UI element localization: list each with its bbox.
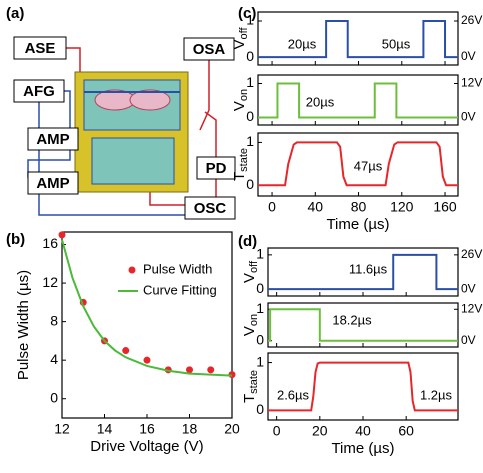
x-tick-label: 18 — [182, 421, 198, 437]
y-axis-label-sub: state — [248, 370, 260, 394]
trace — [258, 84, 458, 118]
y2-tick-label: 12V — [461, 76, 482, 90]
annotation: 20µs — [306, 94, 335, 109]
x-tick-label: 0 — [273, 423, 281, 439]
box-label: AMP — [36, 175, 69, 192]
annotation: 50µs — [382, 36, 411, 51]
y-tick-label: 12 — [42, 274, 58, 290]
y2-tick-label: 26V — [461, 247, 482, 261]
panel-a: (a) ASE AFG AMP AM — [6, 5, 235, 219]
data-point — [186, 366, 193, 373]
x-tick-label: 160 — [433, 199, 457, 215]
x-tick-label: 12 — [54, 421, 70, 437]
box-label: AMP — [36, 131, 69, 148]
data-point — [144, 357, 151, 364]
x-tick-label: 40 — [355, 423, 371, 439]
box-label: OSA — [193, 41, 226, 58]
y-tick-label: 1 — [246, 133, 254, 149]
box-label: ASE — [25, 40, 56, 57]
panel-label: (c) — [238, 5, 256, 22]
legend-label: Pulse Width — [143, 261, 212, 276]
x-axis-label: Time (µs) — [326, 216, 389, 233]
y-tick-label: 1 — [256, 246, 264, 262]
legend-label: Curve Fitting — [143, 282, 217, 297]
chip — [75, 72, 188, 192]
y-tick-label: 1 — [256, 353, 264, 369]
x-tick-label: 14 — [97, 421, 113, 437]
y-axis-label: Tstate — [241, 370, 260, 403]
legend-marker — [129, 267, 136, 274]
trace — [62, 240, 232, 376]
annotation: 47µs — [354, 158, 383, 173]
annotation: 18.2µs — [332, 312, 372, 327]
annotation: 1.2µs — [420, 387, 453, 402]
y-axis-label-main: V — [241, 273, 258, 283]
y-axis-label: Voff — [241, 260, 260, 283]
y-tick-label: 8 — [50, 312, 58, 328]
y-axis-label-sub: on — [238, 89, 250, 101]
box-label: AFG — [23, 83, 55, 100]
panel-label: (b) — [6, 231, 25, 248]
wire — [200, 60, 209, 130]
y-axis-label-sub: off — [238, 27, 250, 40]
panel-label: (d) — [238, 233, 257, 250]
y-axis-label-sub: state — [238, 148, 250, 172]
x-tick-label: 120 — [390, 199, 414, 215]
y-tick-label: 1 — [246, 74, 254, 90]
x-tick-label: 16 — [139, 421, 155, 437]
y-axis-label: Pulse Width (µs) — [15, 270, 32, 380]
y-axis-label: Von — [241, 314, 260, 336]
y-tick-label: 0 — [50, 389, 58, 405]
y2-tick-label: 26V — [461, 13, 482, 27]
x-tick-label: 20 — [312, 423, 328, 439]
y-tick-label: 16 — [42, 235, 58, 251]
x-tick-label: 60 — [398, 423, 414, 439]
x-axis-label: Drive Voltage (V) — [90, 438, 203, 455]
y2-tick-label: 0V — [461, 110, 476, 124]
y2-tick-label: 0V — [461, 49, 476, 63]
annotation: 11.6µs — [349, 261, 388, 276]
y-axis-label-main: T — [231, 172, 248, 181]
x-tick-label: 0 — [268, 199, 276, 215]
data-point — [122, 347, 129, 354]
y-axis-label-main: T — [241, 394, 258, 403]
y-tick-label: 1 — [256, 300, 264, 316]
x-axis-label: Time (µs) — [331, 440, 394, 457]
y-axis-label: Von — [231, 89, 250, 111]
y-axis-label-main: V — [231, 101, 248, 111]
y-axis-label-main: V — [231, 40, 248, 50]
x-tick-label: 20 — [224, 421, 240, 437]
y-axis-label-sub: on — [248, 314, 260, 326]
wire — [150, 192, 188, 205]
y-tick-label: 4 — [50, 351, 58, 367]
wire — [205, 112, 216, 157]
data-point — [207, 366, 214, 373]
y-axis-label-sub: off — [248, 260, 260, 273]
y-axis-label-main: Pulse Width (µs) — [15, 270, 32, 380]
x-tick-label: 40 — [308, 199, 324, 215]
annotation: 20µs — [288, 36, 317, 51]
y2-tick-label: 12V — [461, 301, 482, 315]
box-label: PD — [206, 160, 227, 177]
y-axis-label-main: V — [241, 326, 258, 336]
y2-tick-label: 0V — [461, 281, 476, 295]
box-label: OSC — [194, 200, 227, 217]
x-tick-label: 80 — [351, 199, 367, 215]
plot-frame — [62, 232, 232, 418]
data-point — [59, 231, 66, 238]
chip-heater — [92, 138, 174, 184]
panel-label: (a) — [6, 5, 24, 22]
annotation: 2.6µs — [277, 387, 310, 402]
figure: (a) ASE AFG AMP AM — [0, 0, 483, 473]
y2-tick-label: 0V — [461, 333, 476, 347]
